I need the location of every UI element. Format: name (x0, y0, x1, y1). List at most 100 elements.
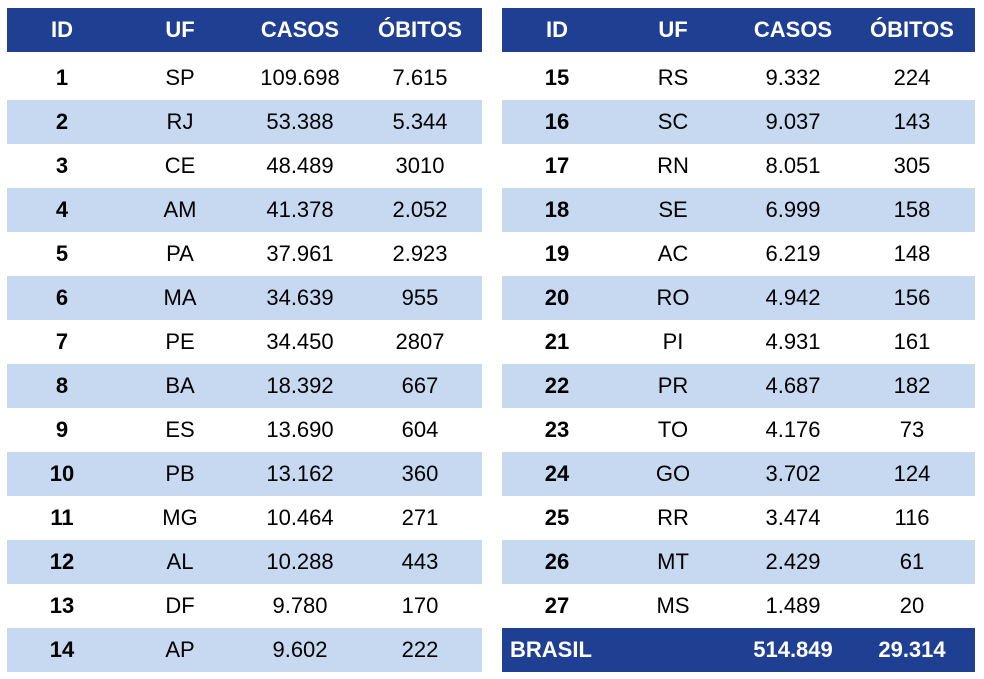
data-cell: 10.288 (266, 549, 334, 574)
data-cell: MG (162, 505, 198, 530)
data-cell: 143 (893, 109, 931, 134)
data-cell: 2.052 (392, 197, 448, 222)
data-cell: MT (657, 549, 689, 574)
table-row: 23 TO 4.176 73 (502, 408, 975, 452)
data-cell: 604 (401, 417, 439, 442)
total-cell: 29.314 (878, 637, 946, 662)
data-cell: AC (657, 241, 689, 266)
data-cell: 156 (893, 285, 931, 310)
table-row: 16 SC 9.037 143 (502, 100, 975, 144)
data-cell: 13.162 (266, 461, 334, 486)
data-cell: 109.698 (260, 65, 340, 90)
table-row: 5 PA 37.961 2.923 (7, 232, 482, 276)
table-row: 3 CE 48.489 3010 (7, 144, 482, 188)
data-cell: 271 (401, 505, 439, 530)
data-cell: 305 (893, 153, 931, 178)
id-cell: 4 (55, 197, 69, 222)
data-cell: PE (165, 329, 195, 354)
id-cell: 12 (49, 549, 75, 574)
data-cell: AP (165, 637, 195, 662)
table-row: 8 BA 18.392 667 (7, 364, 482, 408)
data-cell: 73 (899, 417, 925, 442)
data-cell: ES (165, 417, 195, 442)
data-cell: 6.999 (765, 197, 821, 222)
data-cell: RJ (166, 109, 194, 134)
data-cell: SP (165, 65, 195, 90)
id-cell: 25 (544, 505, 570, 530)
data-cell: 124 (893, 461, 931, 486)
data-cell: 20 (899, 593, 925, 618)
total-label: BRASIL (510, 637, 592, 662)
header-cell: ID (546, 17, 568, 42)
data-cell: 9.332 (765, 65, 821, 90)
id-cell: 20 (544, 285, 570, 310)
data-cell: PA (166, 241, 194, 266)
table-row: 24 GO 3.702 124 (502, 452, 975, 496)
data-cell: 9.780 (272, 593, 328, 618)
data-cell: 6.219 (765, 241, 821, 266)
data-cell: MA (163, 285, 197, 310)
table-row: 22 PR 4.687 182 (502, 364, 975, 408)
data-cell: PR (657, 373, 689, 398)
data-cell: 34.639 (266, 285, 334, 310)
id-cell: 8 (55, 373, 69, 398)
data-cell: 116 (894, 505, 930, 530)
data-cell: 2.923 (392, 241, 448, 266)
id-cell: 15 (544, 65, 570, 90)
header-row: ID UF CASOS ÓBITOS (7, 8, 482, 52)
id-cell: 6 (55, 285, 69, 310)
data-cell: 3.474 (765, 505, 821, 530)
table-row: 19 AC 6.219 148 (502, 232, 975, 276)
data-cell: SC (657, 109, 689, 134)
data-cell: TO (657, 417, 689, 442)
table-row: 15 RS 9.332 224 (502, 56, 975, 100)
data-cell: 4.931 (765, 329, 821, 354)
id-cell: 16 (544, 109, 570, 134)
table-row: 17 RN 8.051 305 (502, 144, 975, 188)
data-cell: 224 (893, 65, 931, 90)
table-row: 7 PE 34.450 2807 (7, 320, 482, 364)
header-row: ID UF CASOS ÓBITOS (502, 8, 975, 52)
data-cell: 443 (401, 549, 439, 574)
header-cell: ÓBITOS (378, 17, 462, 42)
data-cell: PI (662, 329, 684, 354)
data-cell: 667 (401, 373, 439, 398)
table-row: 13 DF 9.780 170 (7, 584, 482, 628)
table-row: 1 SP 109.698 7.615 (7, 56, 482, 100)
data-cell: 18.392 (266, 373, 334, 398)
data-cell: 2807 (395, 329, 445, 354)
table-row: 25 RR 3.474 116 (502, 496, 975, 540)
id-cell: 22 (544, 373, 570, 398)
data-cell: AL (166, 549, 194, 574)
table-row: 27 MS 1.489 20 (502, 584, 975, 628)
table-row: 14 AP 9.602 222 (7, 628, 482, 672)
header-cell: UF (165, 17, 195, 42)
data-cell: 4.687 (765, 373, 821, 398)
data-cell: 170 (401, 593, 439, 618)
id-cell: 21 (544, 329, 570, 354)
id-cell: 10 (49, 461, 75, 486)
data-cell: 182 (893, 373, 931, 398)
data-cell: 53.388 (266, 109, 334, 134)
data-cell: CE (164, 153, 196, 178)
id-cell: 2 (55, 109, 69, 134)
table-row: 4 AM 41.378 2.052 (7, 188, 482, 232)
data-cell: 34.450 (266, 329, 334, 354)
id-cell: 9 (55, 417, 69, 442)
data-cell: RS (657, 65, 689, 90)
data-cell: 37.961 (266, 241, 334, 266)
id-cell: 19 (544, 241, 570, 266)
id-cell: 27 (544, 593, 570, 618)
data-cell: 9.037 (765, 109, 821, 134)
data-cell: SE (658, 197, 688, 222)
data-cell: 9.602 (272, 637, 328, 662)
data-cell: 7.615 (392, 65, 448, 90)
data-cell: 48.489 (266, 153, 334, 178)
data-cell: 1.489 (765, 593, 821, 618)
data-cell: AM (163, 197, 197, 222)
table-row: 26 MT 2.429 61 (502, 540, 975, 584)
table: ID UF CASOS ÓBITOS 15 RS 9.332 224 16 SC 9.037 143 1… (502, 8, 975, 672)
table-row: 10 PB 13.162 360 (7, 452, 482, 496)
data-cell: 5.344 (392, 109, 448, 134)
